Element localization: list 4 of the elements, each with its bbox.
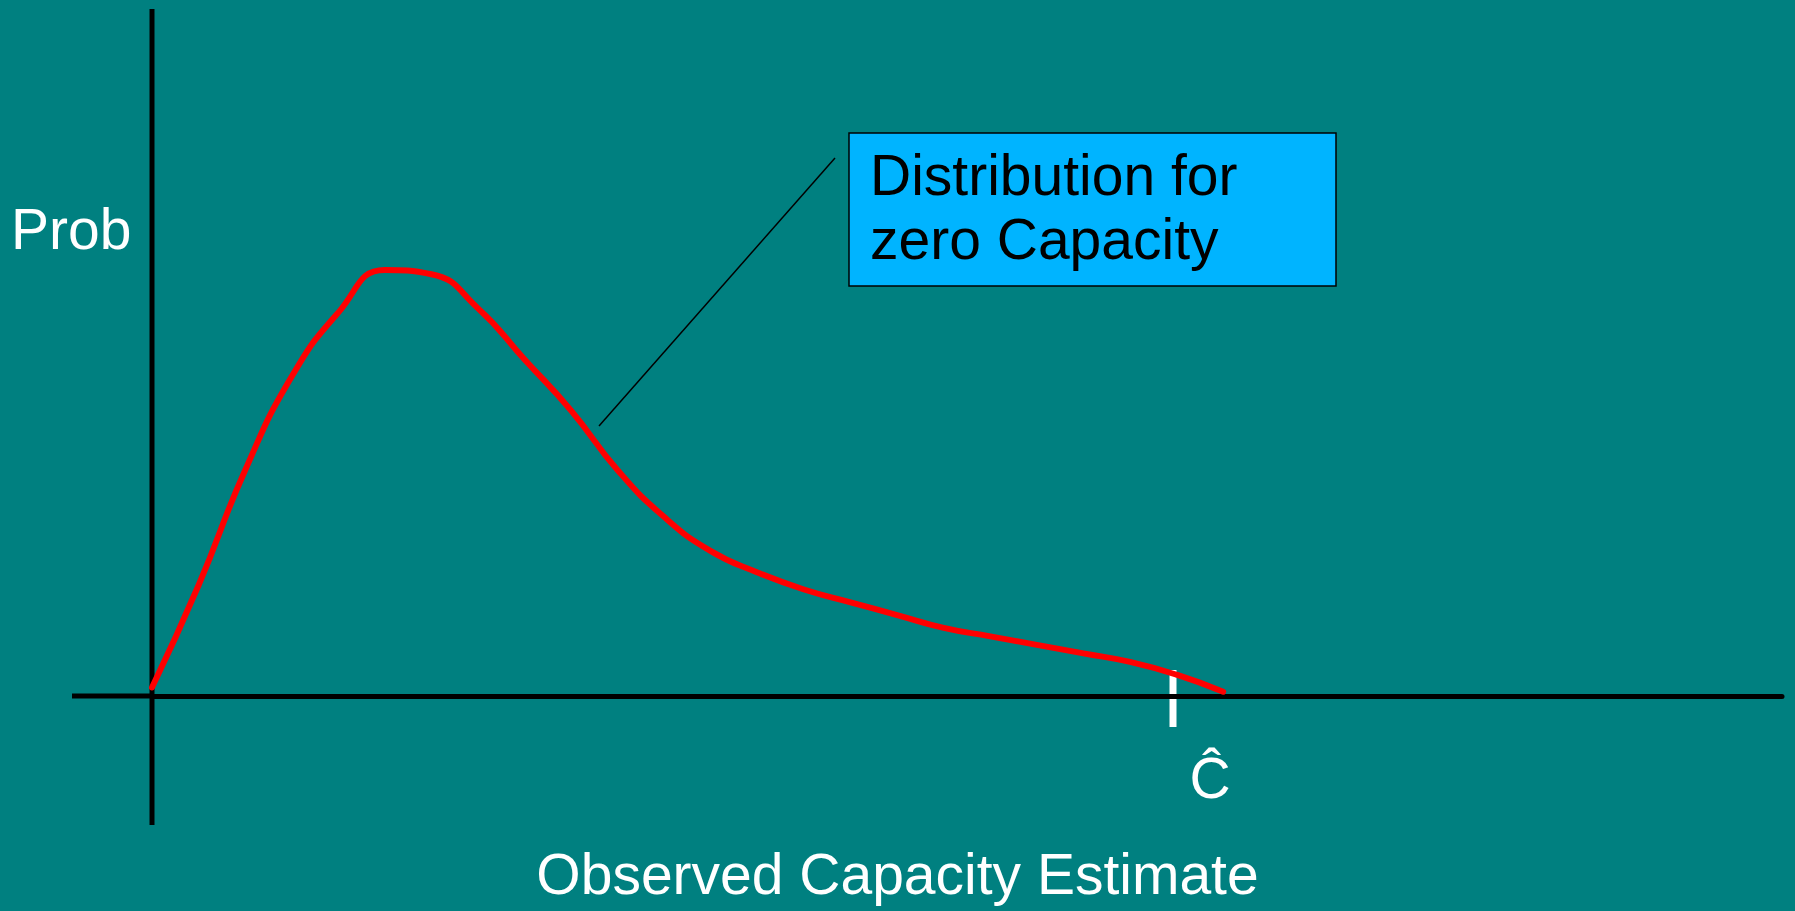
text: Ĉ [1189, 746, 1231, 810]
y-axis-title: Prob [11, 196, 132, 261]
annotation: Distribution for zero Capacity [870, 143, 1254, 271]
x-axis-title: Observed Capacity Estimate [536, 841, 1259, 906]
